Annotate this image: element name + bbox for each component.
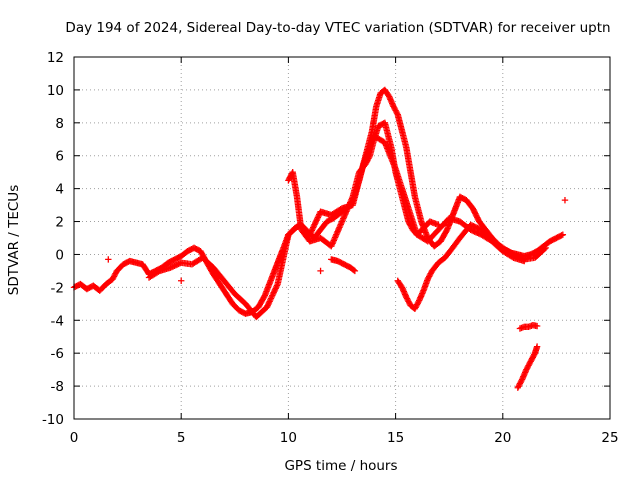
data-point [542,244,549,252]
data-point-dense [308,227,316,234]
data-point-dense [264,302,271,309]
data-point-dense [307,228,315,236]
data-point [559,231,567,238]
x-axis-label: GPS time / hours [284,458,397,474]
y-tick-label: -10 [42,412,64,428]
data-point-dense [273,283,280,291]
y-tick-label: 12 [47,50,64,66]
y-tick-label: -2 [51,280,64,296]
data-point-dense [393,110,401,117]
data-point [178,277,185,284]
data-point [533,343,541,350]
y-tick-label: -8 [51,379,64,395]
data-point-dense [271,288,278,295]
data-point-dense [314,215,321,223]
data-point [105,256,112,263]
data-point-dense [268,293,275,301]
data-point-dense [541,245,548,253]
data-point-dense [311,221,318,228]
data-point-dense [312,219,319,227]
x-tick-label: 0 [70,430,79,446]
series-track-e [328,256,359,275]
data-point-dense [350,266,357,274]
chart-title: Day 194 of 2024, Sidereal Day-to-day VTE… [65,20,610,36]
y-tick-label: 10 [47,83,64,99]
data-point-dense [309,224,317,231]
y-tick-labels: -10 -8 -6 -4 -2 0 2 4 6 8 10 12 [42,50,64,428]
series-track-b [145,132,549,321]
y-tick-label: 0 [55,247,64,263]
data-point-dense [267,296,274,304]
y-tick-label: 2 [55,215,64,231]
data-point-dense [270,289,277,296]
data-point-dense [267,295,275,302]
x-tick-label: 25 [601,430,618,446]
series-track-a [70,86,567,317]
data-point [533,322,541,330]
data-point-dense [310,222,318,230]
series-track-d [394,221,528,312]
y-tick-label: -6 [51,346,64,362]
data-point-dense [266,298,273,305]
data-points [70,86,569,391]
data-point-dense [365,153,373,161]
series-track-c [285,119,442,250]
data-point [263,303,271,311]
data-point-dense [312,218,320,225]
series-isolated [105,196,569,284]
data-point [435,221,442,229]
plot-frame [73,56,611,420]
data-point-dense [265,301,272,308]
data-point-dense [271,286,279,294]
x-tick-labels: 0 5 10 15 20 25 [70,430,619,446]
data-point-dense [269,290,277,298]
data-point [351,267,359,275]
data-point-dense [269,292,276,299]
data-point-dense [309,225,316,233]
series-track-f [514,343,541,391]
y-axis-label: SDTVAR / TECUs [6,185,22,295]
y-tick-label: 8 [55,116,64,132]
data-point [521,257,528,265]
data-point-dense [313,217,320,224]
data-point-dense [558,232,565,239]
data-point [561,196,569,204]
data-point-dense [314,214,322,221]
x-tick-label: 10 [280,430,297,446]
y-tick-label: 4 [55,182,64,198]
data-point-dense [307,230,314,237]
x-tick-label: 20 [494,430,511,446]
data-point-dense [265,299,273,306]
x-tick-label: 5 [177,430,186,446]
x-tick-label: 15 [387,430,404,446]
y-tick-label: -4 [51,313,64,329]
data-point [317,267,324,275]
data-point-dense [272,285,279,292]
series-track-g [516,322,541,332]
data-point-dense [273,282,281,289]
y-tick-label: 6 [55,149,64,165]
data-point-dense [315,212,322,220]
